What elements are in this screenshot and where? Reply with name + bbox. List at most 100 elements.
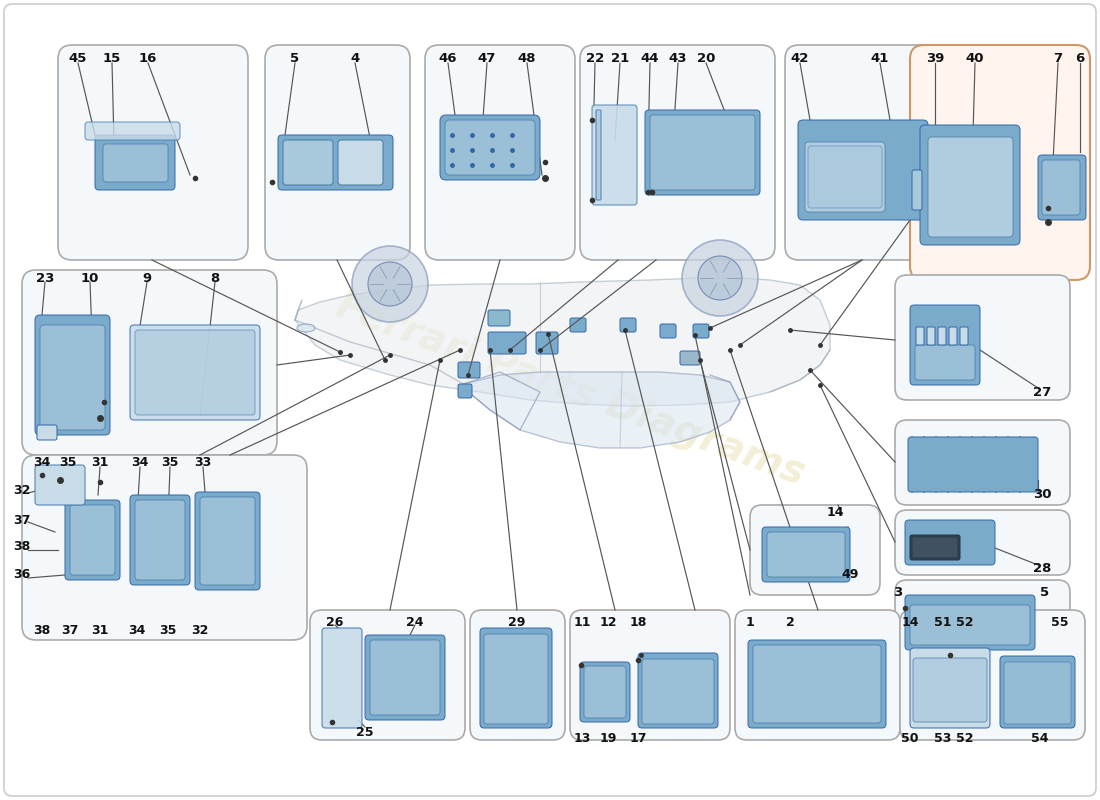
Text: 33: 33	[195, 457, 211, 470]
FancyBboxPatch shape	[536, 332, 558, 354]
FancyBboxPatch shape	[130, 325, 260, 420]
FancyBboxPatch shape	[762, 527, 850, 582]
FancyBboxPatch shape	[70, 505, 116, 575]
Text: 3: 3	[893, 586, 903, 598]
Text: 46: 46	[439, 51, 458, 65]
FancyBboxPatch shape	[484, 634, 548, 724]
FancyBboxPatch shape	[40, 325, 104, 430]
FancyBboxPatch shape	[446, 120, 535, 175]
FancyBboxPatch shape	[785, 45, 940, 260]
Text: 24: 24	[406, 615, 424, 629]
FancyBboxPatch shape	[95, 135, 175, 190]
FancyBboxPatch shape	[135, 330, 255, 415]
Text: 9: 9	[142, 271, 152, 285]
FancyBboxPatch shape	[949, 327, 957, 345]
FancyBboxPatch shape	[920, 125, 1020, 245]
FancyBboxPatch shape	[35, 315, 110, 435]
FancyBboxPatch shape	[22, 270, 277, 455]
Text: 14: 14	[901, 615, 918, 629]
Text: 4: 4	[351, 51, 360, 65]
Text: 5: 5	[290, 51, 299, 65]
Text: 54: 54	[1032, 731, 1048, 745]
FancyBboxPatch shape	[322, 628, 362, 728]
FancyBboxPatch shape	[805, 142, 886, 212]
FancyBboxPatch shape	[910, 305, 980, 385]
Text: 14: 14	[826, 506, 844, 518]
Text: 35: 35	[160, 623, 177, 637]
FancyBboxPatch shape	[638, 653, 718, 728]
Text: 43: 43	[669, 51, 688, 65]
Text: 35: 35	[162, 457, 178, 470]
FancyBboxPatch shape	[370, 640, 440, 715]
Text: 40: 40	[966, 51, 984, 65]
Circle shape	[368, 262, 412, 306]
Text: 20: 20	[696, 51, 715, 65]
FancyBboxPatch shape	[338, 140, 383, 185]
FancyBboxPatch shape	[278, 135, 393, 190]
Text: 32: 32	[191, 623, 209, 637]
FancyBboxPatch shape	[916, 327, 924, 345]
FancyBboxPatch shape	[130, 495, 190, 585]
Text: 51: 51	[934, 615, 952, 629]
FancyBboxPatch shape	[620, 318, 636, 332]
FancyBboxPatch shape	[1042, 160, 1080, 215]
Text: 25: 25	[356, 726, 374, 738]
FancyBboxPatch shape	[928, 137, 1013, 237]
Text: 34: 34	[129, 623, 145, 637]
Text: 16: 16	[139, 51, 157, 65]
FancyBboxPatch shape	[680, 351, 700, 365]
Text: 37: 37	[13, 514, 31, 526]
FancyBboxPatch shape	[915, 345, 975, 380]
Polygon shape	[295, 278, 830, 406]
FancyBboxPatch shape	[895, 510, 1070, 575]
FancyBboxPatch shape	[895, 275, 1070, 400]
FancyBboxPatch shape	[642, 659, 714, 724]
Ellipse shape	[297, 324, 315, 332]
FancyBboxPatch shape	[458, 384, 472, 398]
Text: 22: 22	[586, 51, 604, 65]
Text: 36: 36	[13, 569, 31, 582]
FancyBboxPatch shape	[905, 520, 996, 565]
FancyBboxPatch shape	[592, 105, 637, 205]
Text: 29: 29	[508, 615, 526, 629]
FancyBboxPatch shape	[65, 500, 120, 580]
Circle shape	[698, 256, 742, 300]
Text: 19: 19	[600, 731, 617, 745]
Text: 21: 21	[610, 51, 629, 65]
FancyBboxPatch shape	[570, 610, 730, 740]
FancyBboxPatch shape	[808, 146, 882, 208]
FancyBboxPatch shape	[960, 327, 968, 345]
Text: 45: 45	[69, 51, 87, 65]
FancyBboxPatch shape	[37, 425, 57, 440]
FancyBboxPatch shape	[480, 628, 552, 728]
Text: 42: 42	[791, 51, 810, 65]
Text: 35: 35	[59, 457, 77, 470]
Text: 8: 8	[210, 271, 220, 285]
FancyBboxPatch shape	[748, 640, 886, 728]
FancyBboxPatch shape	[580, 45, 776, 260]
Text: 28: 28	[1033, 562, 1052, 574]
Text: 7: 7	[1054, 51, 1063, 65]
Text: 18: 18	[629, 615, 647, 629]
FancyBboxPatch shape	[425, 45, 575, 260]
FancyBboxPatch shape	[85, 122, 180, 140]
Text: 6: 6	[1076, 51, 1085, 65]
Text: 2: 2	[785, 615, 794, 629]
FancyBboxPatch shape	[798, 120, 928, 220]
FancyBboxPatch shape	[195, 492, 260, 590]
FancyBboxPatch shape	[488, 332, 526, 354]
FancyBboxPatch shape	[912, 537, 958, 558]
Text: 47: 47	[477, 51, 496, 65]
FancyBboxPatch shape	[35, 465, 85, 505]
FancyBboxPatch shape	[767, 532, 845, 577]
Text: 12: 12	[600, 615, 617, 629]
Text: 31: 31	[91, 623, 109, 637]
FancyBboxPatch shape	[750, 505, 880, 595]
Text: 11: 11	[573, 615, 591, 629]
FancyBboxPatch shape	[910, 648, 990, 728]
FancyBboxPatch shape	[693, 324, 710, 338]
Text: Ferrari Parts Diagrams: Ferrari Parts Diagrams	[331, 287, 810, 493]
FancyBboxPatch shape	[283, 140, 333, 185]
Text: 52: 52	[956, 731, 974, 745]
Text: 49: 49	[842, 569, 859, 582]
